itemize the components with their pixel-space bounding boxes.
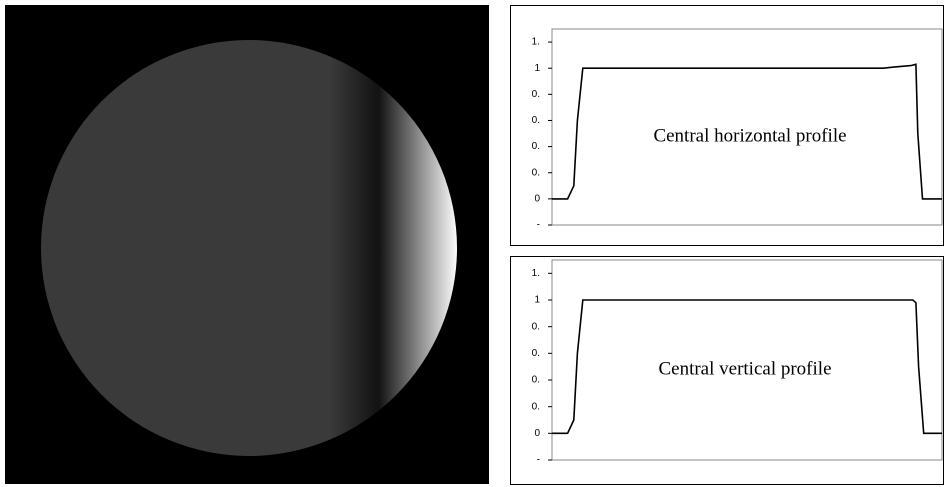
y-tick-label: 0 (534, 428, 540, 439)
y-tick-label: 1. (532, 37, 540, 48)
y-tick-label: 0. (532, 348, 540, 359)
y-tick-label: 1 (534, 63, 540, 74)
y-tick-label: 0 (534, 194, 540, 205)
y-tick-label: 0. (532, 167, 540, 178)
y-tick-label: - (537, 220, 540, 231)
y-tick-label: 0. (532, 401, 540, 412)
y-tick-label: - (537, 455, 540, 466)
y-tick-label: 0. (532, 141, 540, 152)
page: {"chart_data": [ {"type": "line", "annot… (0, 0, 945, 487)
y-tick-label: 0. (532, 321, 540, 332)
figure: 1. 1 0. 0. 0. 0. 0 - Central horizontal profile 1… (0, 0, 945, 487)
y-tick-label: 0. (532, 89, 540, 100)
y-tick-label: 1 (534, 295, 540, 306)
annotation: Central horizontal profile (653, 125, 846, 146)
annotation: Central vertical profile (658, 358, 831, 379)
y-tick-label: 0. (532, 375, 540, 386)
y-tick-label: 1. (532, 268, 540, 279)
y-tick-label: 0. (532, 115, 540, 126)
phantom-disc (41, 40, 457, 456)
